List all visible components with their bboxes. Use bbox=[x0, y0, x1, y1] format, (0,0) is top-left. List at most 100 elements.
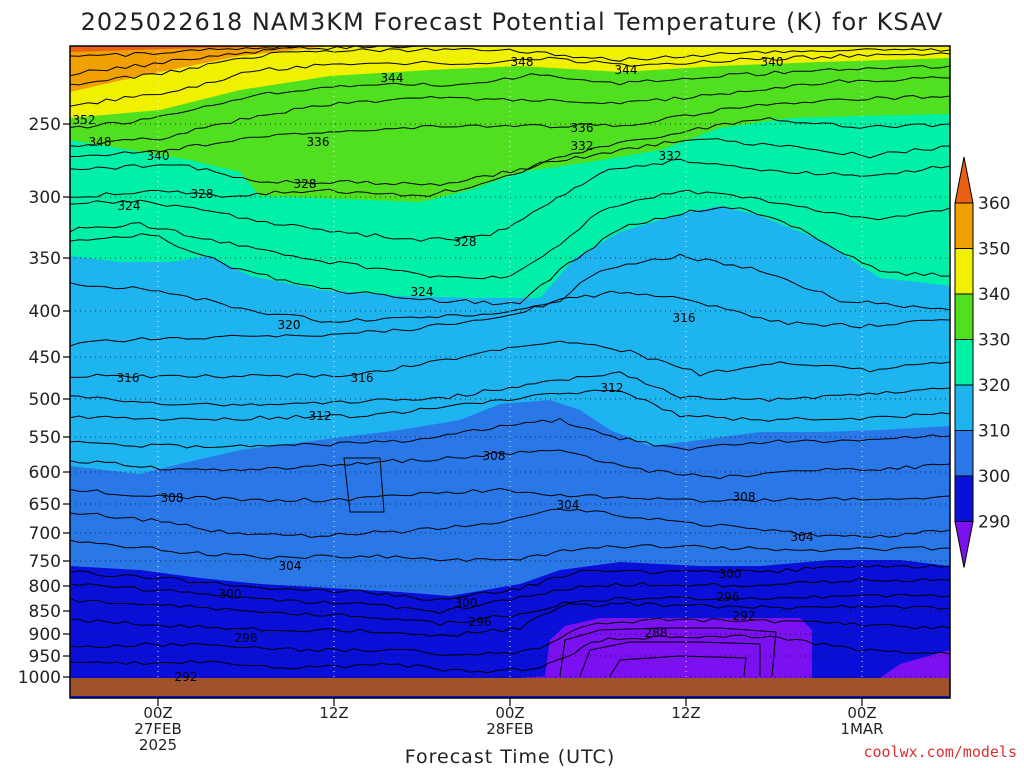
x-tick-label: 2025 bbox=[139, 736, 177, 754]
x-tick-label: 27FEB bbox=[134, 720, 181, 738]
colorbar-label: 320 bbox=[978, 376, 1010, 396]
contour-label: 292 bbox=[175, 670, 198, 684]
x-tick-label: 00Z bbox=[495, 704, 524, 722]
y-tick-label: 950 bbox=[29, 647, 61, 667]
colorbar-segment bbox=[954, 384, 974, 431]
band-fill bbox=[880, 650, 950, 678]
contour-line bbox=[70, 617, 950, 656]
contour-label: 292 bbox=[733, 609, 756, 623]
colorbar-segment bbox=[954, 293, 974, 340]
contour-label: 320 bbox=[278, 318, 301, 332]
contour-label: 296 bbox=[235, 631, 258, 645]
y-tick-label: 250 bbox=[29, 115, 61, 135]
colorbar-segment bbox=[954, 430, 974, 477]
contour-label: 340 bbox=[147, 149, 170, 163]
contour-line bbox=[70, 65, 950, 129]
y-tick-label: 300 bbox=[29, 188, 61, 208]
contour-label: 352 bbox=[73, 113, 96, 127]
colorbar-segment bbox=[954, 248, 974, 295]
x-tick-label: 12Z bbox=[319, 704, 348, 722]
contour-label: 324 bbox=[118, 199, 141, 213]
contour-label: 308 bbox=[733, 490, 756, 504]
contour-label: 328 bbox=[294, 177, 317, 191]
contour-line bbox=[559, 627, 777, 677]
contour-label: 304 bbox=[557, 498, 580, 512]
y-tick-label: 650 bbox=[29, 495, 61, 515]
x-tick-label: 00Z bbox=[847, 704, 876, 722]
colorbar-segment bbox=[954, 156, 974, 204]
contour-label: 324 bbox=[411, 285, 434, 299]
contour-line bbox=[70, 389, 950, 422]
contour-label: 308 bbox=[161, 491, 184, 505]
colorbar-label: 350 bbox=[978, 240, 1010, 260]
contour-label: 296 bbox=[717, 590, 740, 604]
contour-line bbox=[579, 641, 761, 677]
contour-line bbox=[70, 76, 950, 148]
contour-label: 328 bbox=[191, 187, 214, 201]
x-axis-title: Forecast Time (UTC) bbox=[405, 746, 615, 768]
colorbar-label: 330 bbox=[978, 331, 1010, 351]
colorbar-label: 360 bbox=[978, 194, 1010, 214]
contour-labels: 352 348 340 344 348 344 340 336 336 332 328 332 328 3… bbox=[73, 55, 814, 684]
colorbar-label: 290 bbox=[978, 513, 1010, 533]
contour-line bbox=[70, 47, 950, 86]
colorbar-segment bbox=[954, 475, 974, 522]
y-tick-label: 500 bbox=[29, 390, 61, 410]
contour-label: 344 bbox=[615, 63, 638, 77]
colorbar-segment bbox=[954, 202, 974, 249]
x-tick-label: 00Z bbox=[143, 704, 172, 722]
contour-lines bbox=[70, 46, 950, 677]
gridlines bbox=[70, 46, 950, 678]
contour-line bbox=[70, 46, 320, 58]
contour-line bbox=[70, 539, 950, 562]
contour-label: 300 bbox=[455, 596, 478, 610]
colorbar-label: 300 bbox=[978, 467, 1010, 487]
y-axis: 250 300 350 400 450 500 550 600 650 700 750 800 850 9… bbox=[18, 115, 70, 688]
y-tick-label: 700 bbox=[29, 524, 61, 544]
contour-label: 296 bbox=[469, 615, 492, 629]
y-tick-label: 350 bbox=[29, 249, 61, 269]
band-fill bbox=[520, 618, 812, 678]
contour-line bbox=[70, 487, 950, 503]
contour-label: 312 bbox=[309, 409, 332, 423]
contour-line bbox=[70, 340, 950, 379]
y-tick-label: 450 bbox=[29, 348, 61, 368]
contour-line bbox=[70, 508, 950, 539]
contour-label: 328 bbox=[454, 235, 477, 249]
contour-label: 348 bbox=[511, 55, 534, 69]
contour-line bbox=[70, 52, 950, 107]
contour-label: 336 bbox=[307, 135, 330, 149]
y-tick-label: 1000 bbox=[18, 668, 61, 688]
contour-label: 312 bbox=[601, 381, 624, 395]
x-tick-label: 28FEB bbox=[486, 720, 533, 738]
contour-line bbox=[70, 634, 950, 674]
colorbar-label: 310 bbox=[978, 422, 1010, 442]
x-tick-label: 12Z bbox=[671, 704, 700, 722]
y-tick-label: 850 bbox=[29, 602, 61, 622]
y-tick-label: 400 bbox=[29, 302, 61, 322]
contour-line bbox=[70, 449, 950, 480]
contour-label: 288 bbox=[645, 626, 668, 640]
contour-label: 344 bbox=[381, 71, 404, 85]
y-tick-label: 900 bbox=[29, 625, 61, 645]
contour-line bbox=[70, 371, 950, 407]
contour-label: 316 bbox=[673, 311, 696, 325]
contour-label: 332 bbox=[659, 149, 682, 163]
contour-label: 348 bbox=[89, 135, 112, 149]
y-tick-label: 600 bbox=[29, 463, 61, 483]
contour-line bbox=[343, 457, 385, 513]
contour-label: 304 bbox=[279, 559, 302, 573]
contour-label: 300 bbox=[719, 567, 742, 581]
contour-line bbox=[70, 290, 950, 347]
y-tick-label: 550 bbox=[29, 428, 61, 448]
plot-area bbox=[70, 46, 950, 698]
contour-line bbox=[70, 417, 950, 451]
contour-line bbox=[70, 158, 950, 242]
contour-line bbox=[70, 577, 950, 615]
contour-label: 340 bbox=[761, 55, 784, 69]
chart-title: 2025022618 NAM3KM Forecast Potential Tem… bbox=[81, 8, 944, 36]
credit-text: coolwx.com/models bbox=[863, 743, 1017, 761]
contour-line bbox=[70, 138, 950, 198]
